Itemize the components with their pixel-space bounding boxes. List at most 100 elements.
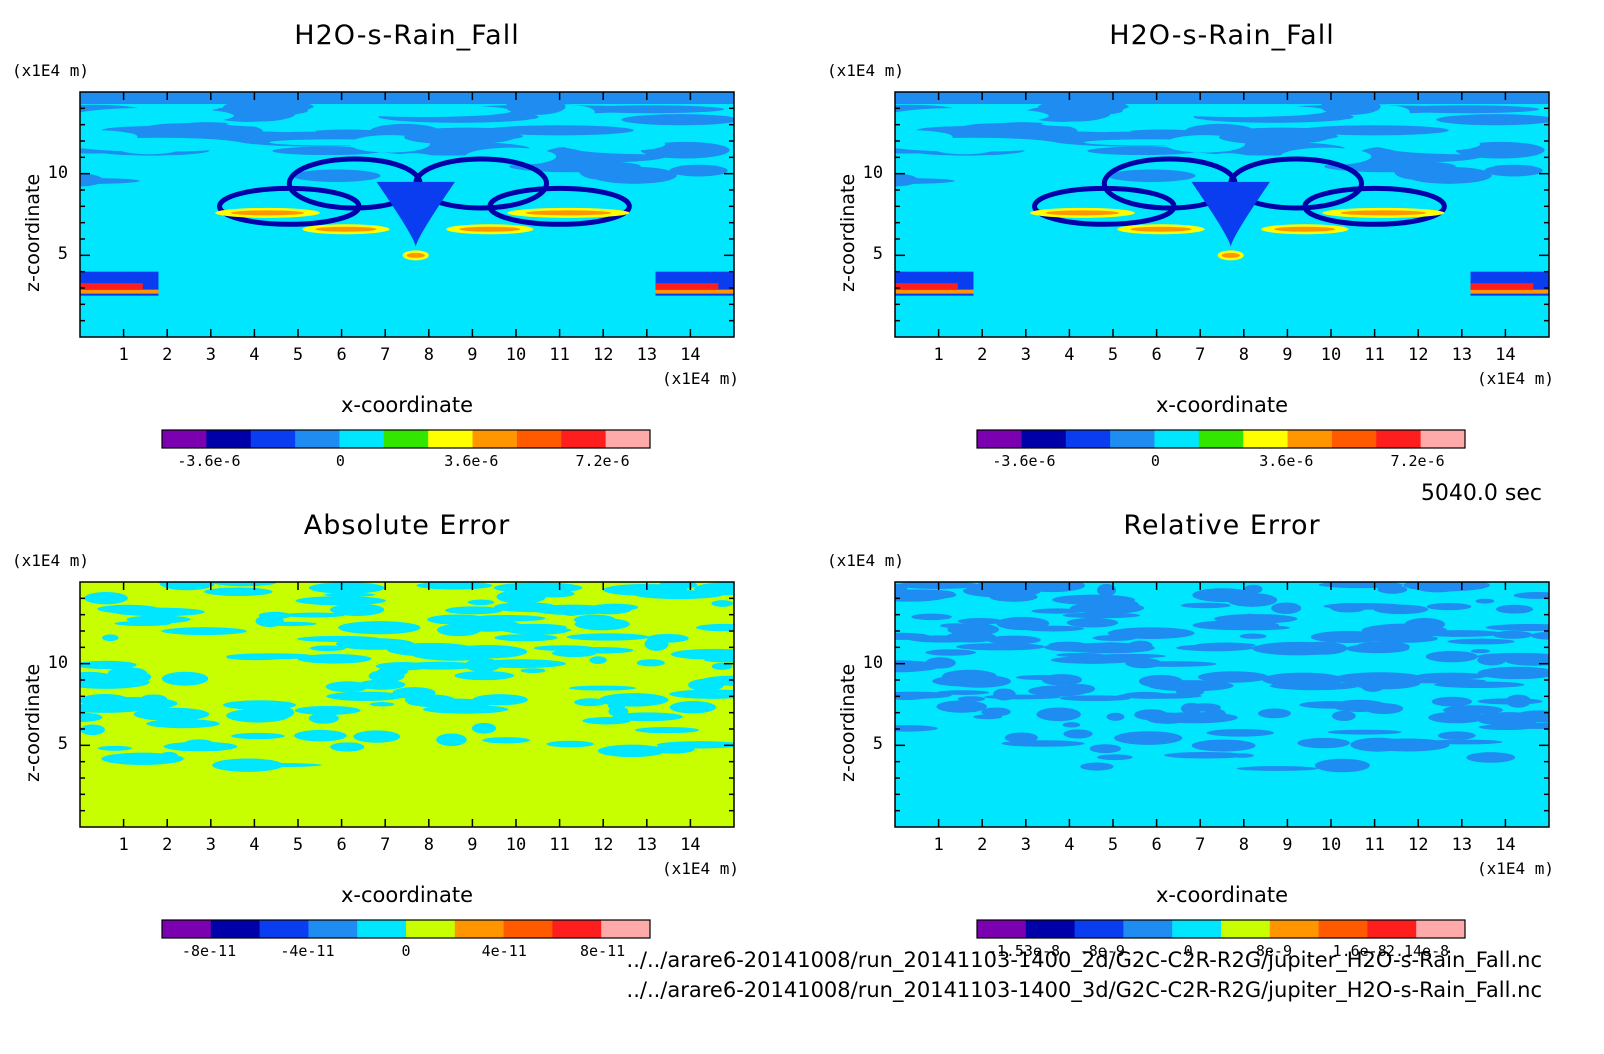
colorbar-frame: [161, 429, 651, 449]
error-patch: [957, 696, 986, 702]
error-patch: [1517, 712, 1549, 723]
panel-4: [894, 581, 1550, 939]
y-axis-label: z-coordinate: [22, 663, 44, 782]
band: [307, 105, 361, 117]
band: [1122, 105, 1176, 117]
x-tick-label: 9: [1282, 835, 1293, 855]
colorbar: [976, 919, 1466, 939]
error-patch: [634, 589, 724, 600]
y-tick-label: 10: [47, 162, 69, 183]
error-patch: [669, 701, 717, 714]
x-tick-label: 5: [292, 835, 304, 855]
error-patch: [1431, 696, 1473, 707]
colorbar-cell: [1154, 430, 1200, 448]
panel-1: [79, 91, 735, 449]
error-patch: [546, 740, 594, 748]
error-patch: [231, 732, 285, 740]
colorbar-cell: [428, 430, 474, 448]
stem: [1191, 181, 1270, 248]
band: [1107, 169, 1196, 182]
error-patch: [294, 729, 347, 742]
error-patch: [711, 600, 734, 607]
error-patch: [1176, 644, 1254, 652]
contour-field: [80, 582, 734, 827]
error-patch: [670, 648, 734, 660]
error-patch: [1492, 630, 1533, 639]
x-tick-label: 10: [505, 345, 527, 365]
band: [1149, 104, 1328, 118]
band: [634, 126, 734, 139]
chart-title: Absolute Error: [303, 510, 511, 541]
band: [525, 210, 612, 216]
error-patch: [1192, 588, 1254, 603]
error-patch: [981, 707, 1011, 717]
error-patch: [482, 737, 531, 744]
colorbar-cell: [357, 920, 407, 938]
x-unit-label: (x1E4 m): [662, 859, 740, 878]
band: [80, 283, 143, 290]
x-tick-label: 7: [1195, 345, 1206, 365]
colorbar-tick-label: -1.53e-8: [987, 942, 1061, 960]
colorbar-cell: [601, 920, 651, 938]
x-tick-label: 9: [467, 345, 478, 365]
error-patch: [80, 712, 103, 723]
colorbar-tick-label: 0: [335, 452, 345, 470]
x-tick-label: 1: [118, 345, 129, 365]
error-patch: [1296, 641, 1348, 655]
band: [895, 137, 1061, 152]
error-patch: [1062, 683, 1096, 694]
band: [80, 107, 234, 124]
band: [1449, 126, 1549, 139]
band: [591, 166, 677, 184]
error-patch: [159, 582, 215, 591]
error-patch: [114, 621, 172, 627]
colorbar-tick-label: -3.6e-6: [177, 452, 241, 470]
error-patch: [925, 657, 956, 669]
error-patch: [1350, 737, 1406, 752]
error-patch: [146, 719, 220, 729]
error-patch: [329, 603, 385, 616]
error-patch: [1447, 638, 1515, 645]
x-tick-label: 6: [1151, 345, 1162, 365]
band: [895, 92, 1549, 104]
error-patch: [589, 656, 607, 664]
error-patch: [1089, 744, 1122, 754]
error-patch: [80, 675, 150, 689]
x-tick-label: 14: [1495, 835, 1516, 855]
error-patch: [1052, 594, 1136, 605]
error-patch: [582, 717, 631, 725]
contour-field: [895, 92, 1549, 337]
band: [1084, 139, 1216, 146]
error-patch: [1318, 582, 1403, 589]
colorbar-cell: [977, 430, 1022, 448]
error-patch: [1477, 666, 1549, 680]
x-axis-label: x-coordinate: [340, 393, 473, 417]
error-patch: [573, 614, 616, 625]
colorbar-cell: [1269, 920, 1320, 938]
colorbar-cell: [1198, 430, 1244, 448]
x-tick-label: 10: [1320, 835, 1342, 855]
colorbar-cell: [503, 920, 553, 938]
error-patch: [1050, 656, 1135, 664]
colorbar-cell: [561, 430, 607, 448]
error-patch: [296, 635, 381, 642]
error-patch: [1495, 604, 1534, 614]
chart-title: H2O-s-Rain_Fall: [294, 20, 520, 51]
error-patch: [358, 679, 406, 690]
error-patch: [1330, 602, 1367, 613]
error-patch: [612, 712, 683, 722]
band: [230, 210, 305, 216]
y-unit-label: (x1E4 m): [827, 61, 905, 80]
error-patch: [338, 621, 421, 635]
band: [655, 283, 719, 290]
band: [484, 125, 634, 136]
band: [1470, 283, 1534, 290]
error-patch: [506, 625, 570, 635]
error-patch: [399, 694, 417, 699]
band: [895, 283, 958, 290]
error-patch: [1297, 737, 1350, 749]
band: [1041, 120, 1199, 128]
error-patch: [1021, 625, 1085, 632]
colorbar-cell: [162, 430, 207, 448]
y-unit-label: (x1E4 m): [12, 551, 90, 570]
